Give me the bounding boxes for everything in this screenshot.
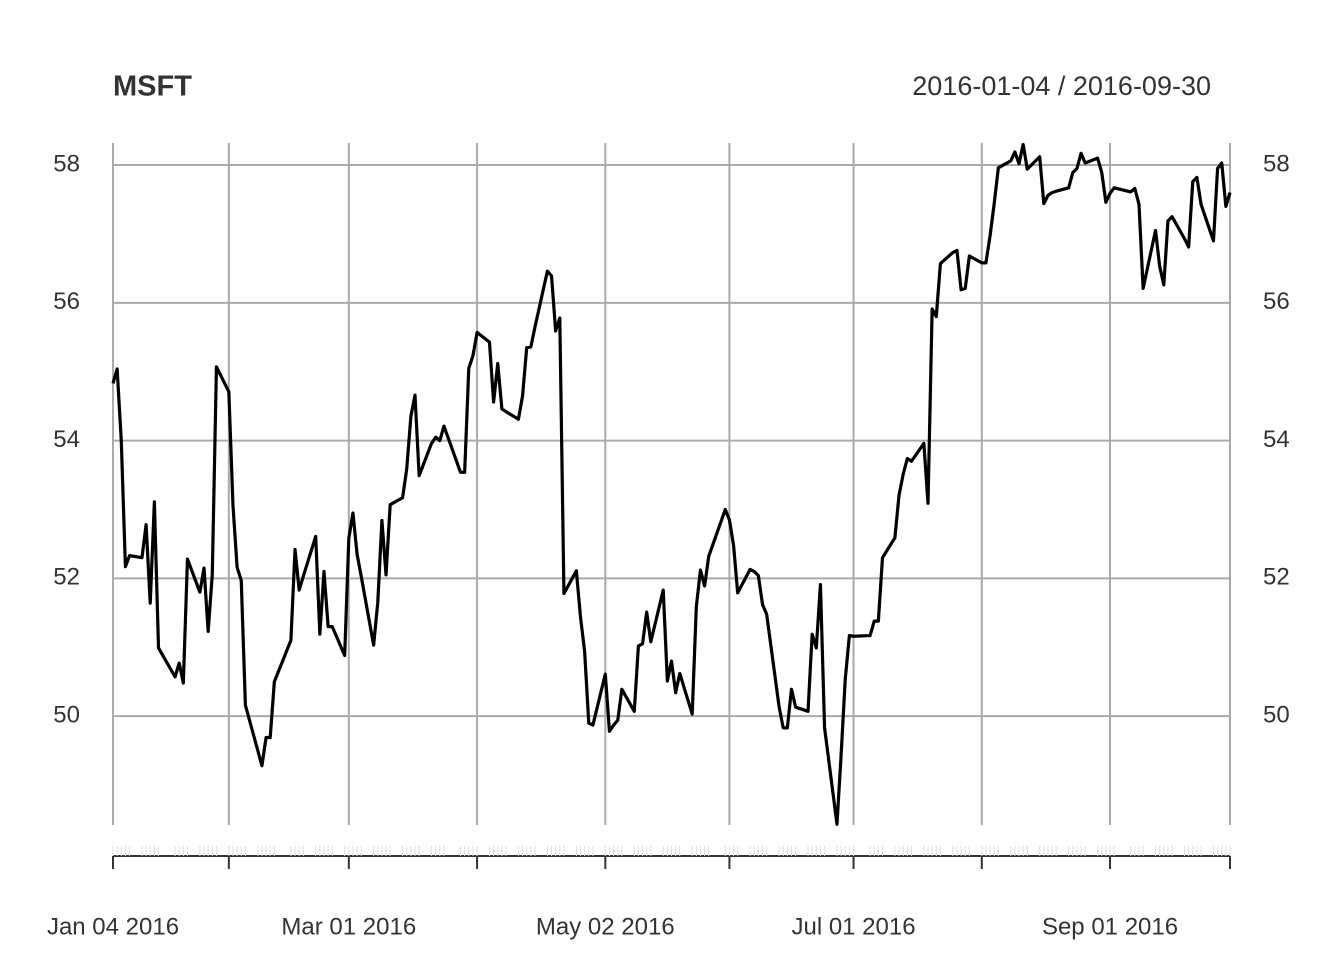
price-line bbox=[111, 142, 1232, 826]
y2-tick-label: 56 bbox=[1263, 288, 1290, 315]
x-tick-label: Jul 01 2016 bbox=[791, 913, 915, 940]
x-tick-label: Jan 04 2016 bbox=[47, 913, 179, 940]
y2-tick-label: 50 bbox=[1263, 701, 1290, 728]
y2-tick-label: 58 bbox=[1263, 150, 1290, 177]
x-tick-label: Sep 01 2016 bbox=[1042, 913, 1178, 940]
y2-tick-label: 52 bbox=[1263, 564, 1290, 591]
y-tick-label: 52 bbox=[53, 564, 80, 591]
y2-tick-label: 54 bbox=[1263, 426, 1290, 453]
y-tick-label: 56 bbox=[53, 288, 80, 315]
x-tick-label: Mar 01 2016 bbox=[281, 913, 416, 940]
x-tick-label: May 02 2016 bbox=[536, 913, 675, 940]
y-tick-label: 58 bbox=[53, 150, 80, 177]
y-tick-label: 50 bbox=[53, 701, 80, 728]
chart-title: MSFT bbox=[113, 71, 192, 103]
y-tick-label: 54 bbox=[53, 426, 80, 453]
chart-subtitle: 2016-01-04 / 2016-09-30 bbox=[912, 71, 1211, 101]
